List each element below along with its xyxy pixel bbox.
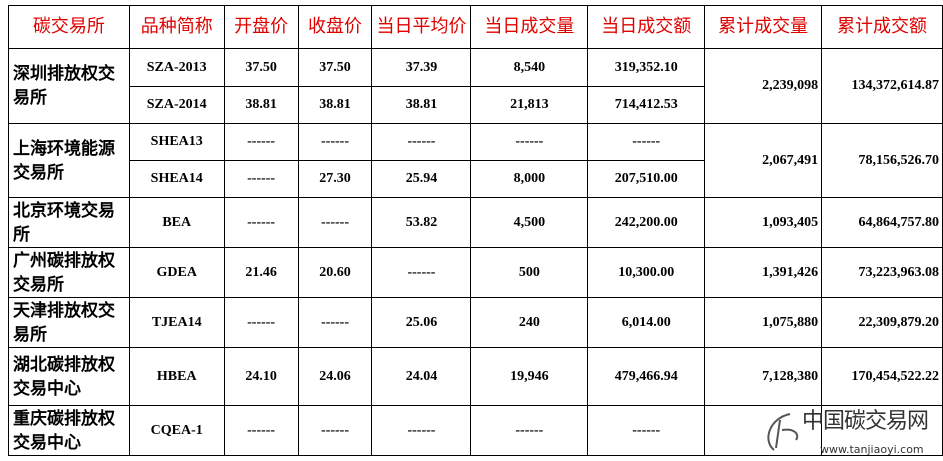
exchange-name: 天津排放权交易所 bbox=[8, 297, 130, 348]
table-row: 湖北碳排放权交易中心 HBEA 24.10 24.06 24.04 19,946 479,4… bbox=[8, 347, 943, 406]
average-price: 25.94 bbox=[371, 160, 472, 198]
col-header: 当日成交量 bbox=[470, 5, 589, 49]
daily-amount: 10,300.00 bbox=[587, 247, 706, 298]
product-code: SZA-2013 bbox=[128, 48, 225, 87]
cumulative-amount: 78,156,526.70 bbox=[821, 123, 943, 198]
close-price: 38.81 bbox=[297, 86, 373, 124]
product-code: SZA-2014 bbox=[128, 86, 225, 124]
exchange-name: 广州碳排放权交易所 bbox=[8, 247, 130, 298]
header-row: 碳交易所 品种简称 开盘价 收盘价 当日平均价 当日成交量 当日成交额 累计成交… bbox=[8, 5, 943, 49]
carbon-exchange-table: 碳交易所 品种简称 开盘价 收盘价 当日平均价 当日成交量 当日成交额 累计成交… bbox=[8, 5, 943, 456]
cumulative-amount: 170,454,522.22 bbox=[821, 347, 943, 406]
table-row: SHEA14 ------ 27.30 25.94 8,000 207,510.00 bbox=[9, 160, 943, 198]
cumulative-volume: 2,067,491 bbox=[704, 123, 823, 198]
average-price: 37.39 bbox=[371, 48, 472, 87]
product-code: HBEA bbox=[128, 347, 225, 406]
col-header: 品种简称 bbox=[128, 5, 225, 49]
product-code: TJEA14 bbox=[128, 297, 225, 348]
open-price: ------ bbox=[223, 123, 299, 161]
watermark-url: www.tanjiaoyi.com bbox=[820, 443, 924, 456]
daily-amount: 242,200.00 bbox=[587, 197, 706, 248]
exchange-name: 湖北碳排放权交易中心 bbox=[8, 347, 130, 406]
close-price: ------ bbox=[297, 297, 373, 348]
daily-amount: 6,014.00 bbox=[587, 297, 706, 348]
daily-amount: 714,412.53 bbox=[587, 86, 706, 124]
table-row: 上海环境能源交易所 SHEA13 ------ ------ ------ ------ -… bbox=[8, 123, 943, 198]
cumulative-amount: 22,309,879.20 bbox=[821, 297, 943, 348]
watermark-title: 中国碳交易网 bbox=[802, 409, 929, 434]
product-code: SHEA13 bbox=[128, 123, 225, 161]
daily-amount: ------ bbox=[587, 405, 706, 456]
close-price: 37.50 bbox=[297, 48, 373, 87]
exchange-name: 北京环境交易所 bbox=[8, 197, 130, 248]
close-price: 20.60 bbox=[297, 247, 373, 298]
open-price: 21.46 bbox=[223, 247, 299, 298]
logo-icon bbox=[767, 413, 799, 451]
watermark-logo: 中国碳交易网 www.tanjiaoyi.com bbox=[760, 410, 940, 460]
average-price: ------ bbox=[371, 123, 472, 161]
cumulative-volume: 1,093,405 bbox=[704, 197, 823, 248]
cumulative-volume: 1,075,880 bbox=[704, 297, 823, 348]
table-row: SZA-2014 38.81 38.81 38.81 21,813 714,412.53 bbox=[9, 86, 943, 124]
col-header: 当日平均价 bbox=[371, 5, 472, 49]
exchange-name: 深圳排放权交易所 bbox=[8, 48, 130, 124]
open-price: ------ bbox=[223, 160, 299, 198]
cumulative-amount bbox=[821, 405, 943, 456]
daily-volume: 19,946 bbox=[470, 347, 589, 406]
close-price: ------ bbox=[297, 197, 373, 248]
open-price: 38.81 bbox=[223, 86, 299, 124]
col-header: 收盘价 bbox=[297, 5, 373, 49]
table-row: 重庆碳排放权交易中心 CQEA-1 ------ ------ ------ ------… bbox=[8, 405, 943, 456]
close-price: 27.30 bbox=[297, 160, 373, 198]
col-header: 累计成交额 bbox=[821, 5, 943, 49]
daily-volume: ------ bbox=[470, 123, 589, 161]
col-header: 当日成交额 bbox=[587, 5, 706, 49]
table-row: 天津排放权交易所 TJEA14 ------ ------ 25.06 240 6,014.… bbox=[8, 297, 943, 348]
daily-amount: 319,352.10 bbox=[587, 48, 706, 87]
daily-volume: 8,000 bbox=[470, 160, 589, 198]
average-price: 24.04 bbox=[371, 347, 472, 406]
table-row: 广州碳排放权交易所 GDEA 21.46 20.60 ------ 500 10,300.0… bbox=[8, 247, 943, 298]
cumulative-volume: 2,239,098 bbox=[704, 48, 823, 124]
product-code: CQEA-1 bbox=[128, 405, 225, 456]
cumulative-volume: 7,128,380 bbox=[704, 347, 823, 406]
average-price: ------ bbox=[371, 247, 472, 298]
cumulative-amount: 64,864,757.80 bbox=[821, 197, 943, 248]
close-price: ------ bbox=[297, 405, 373, 456]
open-price: 24.10 bbox=[223, 347, 299, 406]
close-price: 24.06 bbox=[297, 347, 373, 406]
average-price: 38.81 bbox=[371, 86, 472, 124]
col-header: 碳交易所 bbox=[8, 5, 130, 49]
cumulative-amount: 73,223,963.08 bbox=[821, 247, 943, 298]
open-price: ------ bbox=[223, 405, 299, 456]
daily-volume: 8,540 bbox=[470, 48, 589, 87]
exchange-name: 上海环境能源交易所 bbox=[8, 123, 130, 198]
average-price: ------ bbox=[371, 405, 472, 456]
daily-amount: 207,510.00 bbox=[587, 160, 706, 198]
product-code: SHEA14 bbox=[128, 160, 225, 198]
product-code: BEA bbox=[128, 197, 225, 248]
average-price: 53.82 bbox=[371, 197, 472, 248]
daily-volume: 240 bbox=[470, 297, 589, 348]
average-price: 25.06 bbox=[371, 297, 472, 348]
product-code: GDEA bbox=[128, 247, 225, 298]
cumulative-amount: 134,372,614.87 bbox=[821, 48, 943, 124]
table-row: 深圳排放权交易所 SZA-2013 37.50 37.50 37.39 8,540 319,… bbox=[8, 48, 943, 124]
daily-volume: 500 bbox=[470, 247, 589, 298]
close-price: ------ bbox=[297, 123, 373, 161]
open-price: ------ bbox=[223, 197, 299, 248]
daily-volume: 21,813 bbox=[470, 86, 589, 124]
cumulative-volume bbox=[704, 405, 823, 456]
daily-amount: 479,466.94 bbox=[587, 347, 706, 406]
daily-volume: 4,500 bbox=[470, 197, 589, 248]
open-price: ------ bbox=[223, 297, 299, 348]
col-header: 开盘价 bbox=[223, 5, 299, 49]
open-price: 37.50 bbox=[223, 48, 299, 87]
col-header: 累计成交量 bbox=[704, 5, 823, 49]
cumulative-volume: 1,391,426 bbox=[704, 247, 823, 298]
daily-amount: ------ bbox=[587, 123, 706, 161]
exchange-name: 重庆碳排放权交易中心 bbox=[8, 405, 130, 456]
table-row: 北京环境交易所 BEA ------ ------ 53.82 4,500 242,200.… bbox=[8, 197, 943, 248]
daily-volume: ------ bbox=[470, 405, 589, 456]
